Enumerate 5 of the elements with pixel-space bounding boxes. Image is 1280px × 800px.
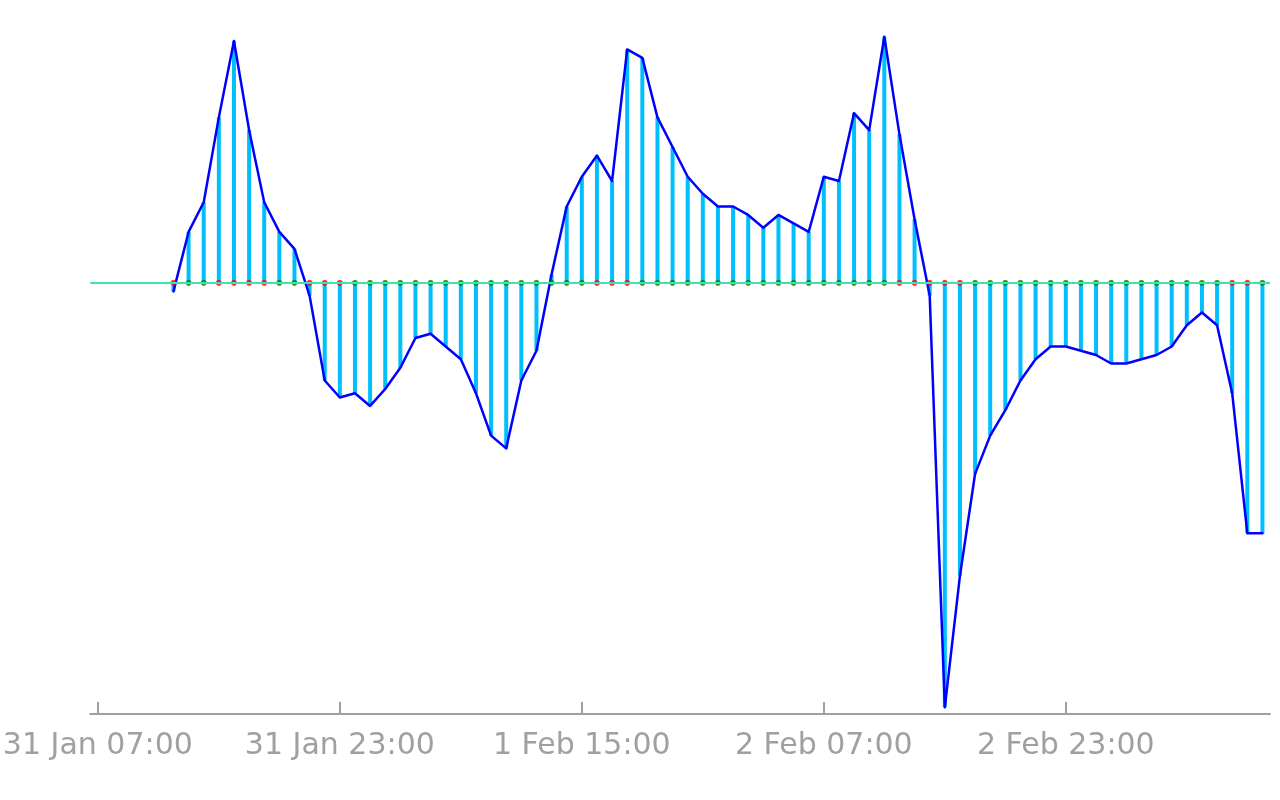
x-tick-label: 31 Jan 07:00 xyxy=(2,725,193,761)
x-tick-label: 31 Jan 23:00 xyxy=(244,725,435,761)
x-tick-label: 2 Feb 07:00 xyxy=(734,725,913,761)
x-tick-label: 2 Feb 23:00 xyxy=(976,725,1155,761)
x-tick-label: 1 Feb 15:00 xyxy=(492,725,671,761)
